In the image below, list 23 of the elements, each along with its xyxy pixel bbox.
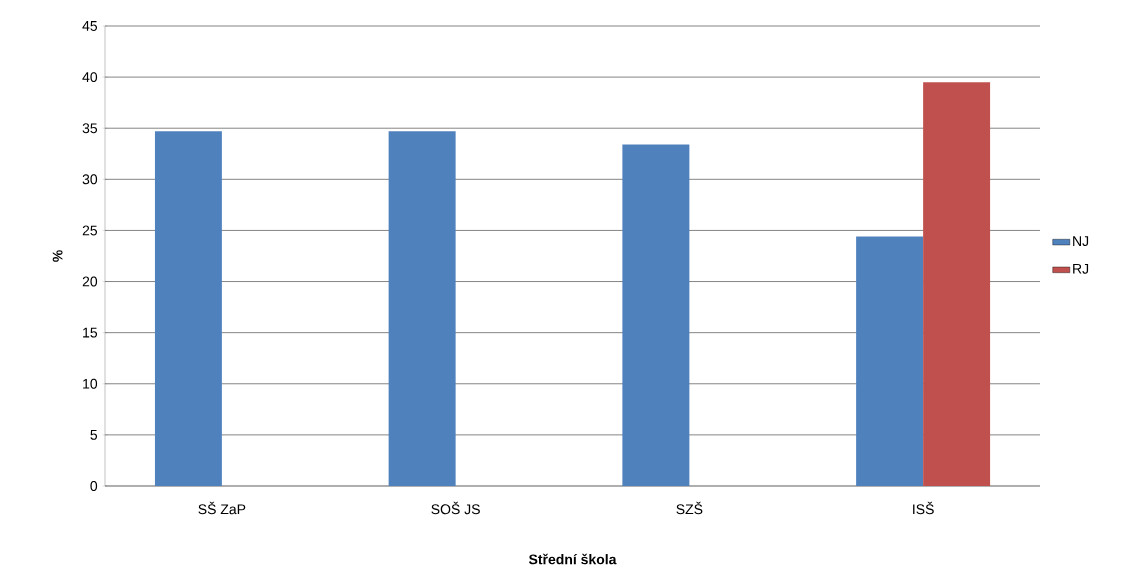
x-tick-label: ISŠ <box>913 501 934 515</box>
legend-label: RJ <box>1073 263 1089 274</box>
bar <box>388 131 456 486</box>
bar <box>923 82 991 486</box>
x-tick-label: SOŠ JS <box>431 501 480 515</box>
y-axis-title: % <box>52 250 63 262</box>
bar <box>154 131 222 486</box>
y-tick-label: 35 <box>82 123 98 134</box>
y-tick-label: 30 <box>82 174 98 185</box>
y-tick-label: 5 <box>90 429 98 440</box>
y-tick-label: 40 <box>82 72 98 83</box>
x-tick-label: SŠ ZaP <box>198 501 246 515</box>
y-tick-label: 20 <box>82 276 98 287</box>
y-tick-label: 10 <box>83 378 98 389</box>
y-tick-label: 25 <box>82 225 98 236</box>
y-tick-label: 45 <box>82 21 98 31</box>
legend-label: NJ <box>1073 236 1089 247</box>
bar <box>622 144 690 486</box>
y-tick-label: 0 <box>90 481 98 491</box>
x-axis-title: Střední škola <box>528 553 617 565</box>
bar <box>856 236 924 486</box>
x-tick-label: SZŠ <box>676 501 703 515</box>
y-tick-label: 15 <box>83 327 98 338</box>
